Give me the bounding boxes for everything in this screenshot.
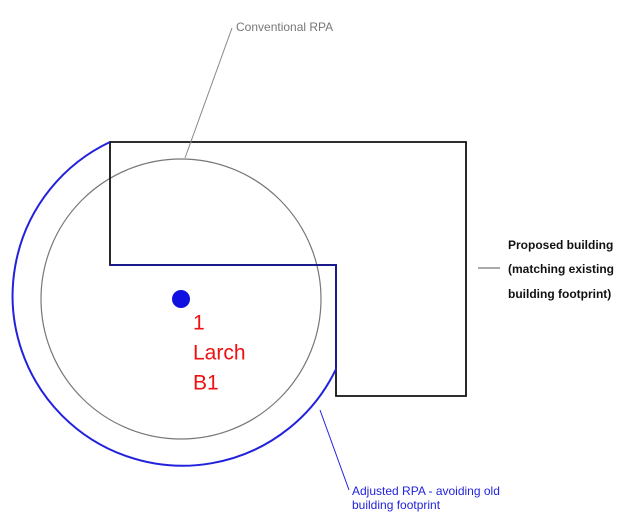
adjusted-rpa-arc — [11, 141, 337, 467]
label: Conventional RPA — [236, 20, 333, 34]
label: building footprint — [352, 498, 441, 512]
conventional-rpa-circle — [40, 158, 322, 440]
label: (matching existing — [508, 262, 614, 276]
tree-label: Larch — [193, 342, 246, 365]
adjusted-boundary-edge — [110, 264, 337, 369]
label: Proposed building — [508, 238, 613, 252]
label: Adjusted RPA - avoiding old — [352, 484, 500, 498]
leader-line — [184, 27, 233, 159]
leader-line — [319, 409, 350, 491]
label: building footprint) — [508, 287, 611, 301]
tree-label: B1 — [193, 372, 219, 395]
tree-marker — [172, 290, 190, 308]
tree-label: 1 — [193, 312, 205, 335]
